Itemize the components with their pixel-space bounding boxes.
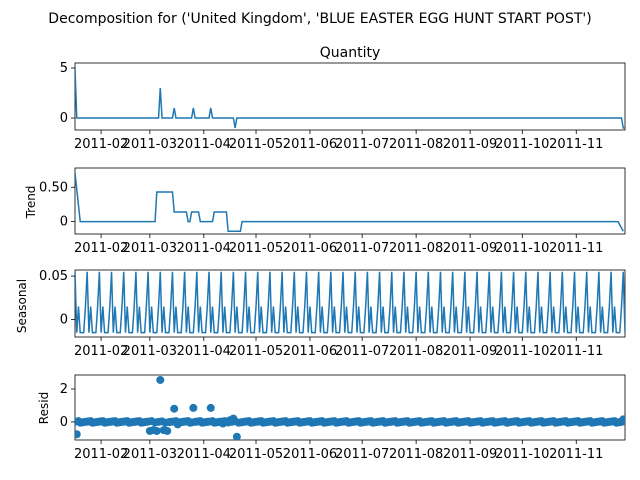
x-tick-label: 2011-08 <box>389 241 443 256</box>
plot-area <box>75 67 625 129</box>
x-tick-label: 2011-03 <box>123 447 177 462</box>
axes-frame <box>74 62 626 131</box>
x-tick-label: 2011-09 <box>443 344 497 359</box>
x-tick-label: 2011-06 <box>283 447 337 462</box>
axes-frame <box>74 374 626 441</box>
x-tick-label: 2011-05 <box>229 137 283 152</box>
x-tick-label: 2011-05 <box>229 447 283 462</box>
y-tick-label: 0 <box>60 415 68 430</box>
seasonal-axis-label: Seasonal <box>15 279 29 333</box>
plot-area <box>75 271 625 334</box>
x-tick-label: 2011-07 <box>335 344 389 359</box>
x-tick-label: 2011-11 <box>549 344 603 359</box>
quantity-panel-title: Quantity <box>320 45 381 61</box>
trend-series-line <box>75 172 624 232</box>
x-tick-label: 2011-10 <box>495 241 549 256</box>
x-tick-label: 2011-09 <box>443 447 497 462</box>
x-tick-label: 2011-05 <box>229 241 283 256</box>
resid-point <box>75 430 81 439</box>
y-tick-label: 2 <box>60 382 68 397</box>
x-tick-label: 2011-04 <box>177 137 231 152</box>
y-tick-label: 5 <box>60 61 68 76</box>
resid-point <box>152 426 161 435</box>
x-tick-label: 2011-11 <box>549 447 603 462</box>
plot-area <box>75 172 624 232</box>
resid-axis-label: Resid <box>37 392 51 424</box>
x-tick-label: 2011-10 <box>495 137 549 152</box>
axes-frame <box>74 269 626 338</box>
x-tick-label: 2011-02 <box>74 344 128 359</box>
resid-point <box>163 426 172 435</box>
x-tick-label: 2011-06 <box>283 137 337 152</box>
x-tick-label: 2011-06 <box>283 241 337 256</box>
x-tick-label: 2011-05 <box>229 344 283 359</box>
axes-frame <box>74 167 626 235</box>
x-tick-label: 2011-10 <box>495 447 549 462</box>
x-tick-label: 2011-08 <box>389 447 443 462</box>
x-tick-label: 2011-08 <box>389 344 443 359</box>
seasonal-series-line <box>75 271 625 334</box>
resid-point <box>156 375 165 384</box>
x-tick-label: 2011-03 <box>123 344 177 359</box>
resid-point <box>621 417 625 426</box>
y-tick-label: 0 <box>60 111 68 126</box>
y-tick-label: 0.05 <box>39 269 68 284</box>
x-tick-label: 2011-07 <box>335 447 389 462</box>
figure-suptitle: Decomposition for ('United Kingdom', 'BL… <box>48 11 591 27</box>
resid-point <box>206 403 215 412</box>
x-tick-label: 2011-03 <box>123 137 177 152</box>
x-tick-label: 2011-07 <box>335 137 389 152</box>
x-tick-label: 2011-04 <box>177 447 231 462</box>
y-tick-label: 0.50 <box>39 180 68 195</box>
y-tick-label: 0 <box>60 215 68 230</box>
x-tick-label: 2011-11 <box>549 241 603 256</box>
x-tick-label: 2011-04 <box>177 344 231 359</box>
resid-point <box>170 404 179 413</box>
resid-point <box>189 403 198 412</box>
x-tick-label: 2011-02 <box>74 447 128 462</box>
x-tick-label: 2011-11 <box>549 137 603 152</box>
x-tick-label: 2011-10 <box>495 344 549 359</box>
x-tick-label: 2011-02 <box>74 137 128 152</box>
x-tick-label: 2011-09 <box>443 241 497 256</box>
x-tick-label: 2011-04 <box>177 241 231 256</box>
y-tick-label: 0 <box>60 313 68 328</box>
resid-point <box>232 432 241 440</box>
x-tick-label: 2011-02 <box>74 241 128 256</box>
x-tick-label: 2011-07 <box>335 241 389 256</box>
x-tick-label: 2011-03 <box>123 241 177 256</box>
x-tick-label: 2011-09 <box>443 137 497 152</box>
quantity-series-line <box>75 67 625 129</box>
trend-axis-label: Trend <box>24 186 38 220</box>
x-tick-label: 2011-08 <box>389 137 443 152</box>
plot-area <box>75 375 625 440</box>
x-tick-label: 2011-06 <box>283 344 337 359</box>
